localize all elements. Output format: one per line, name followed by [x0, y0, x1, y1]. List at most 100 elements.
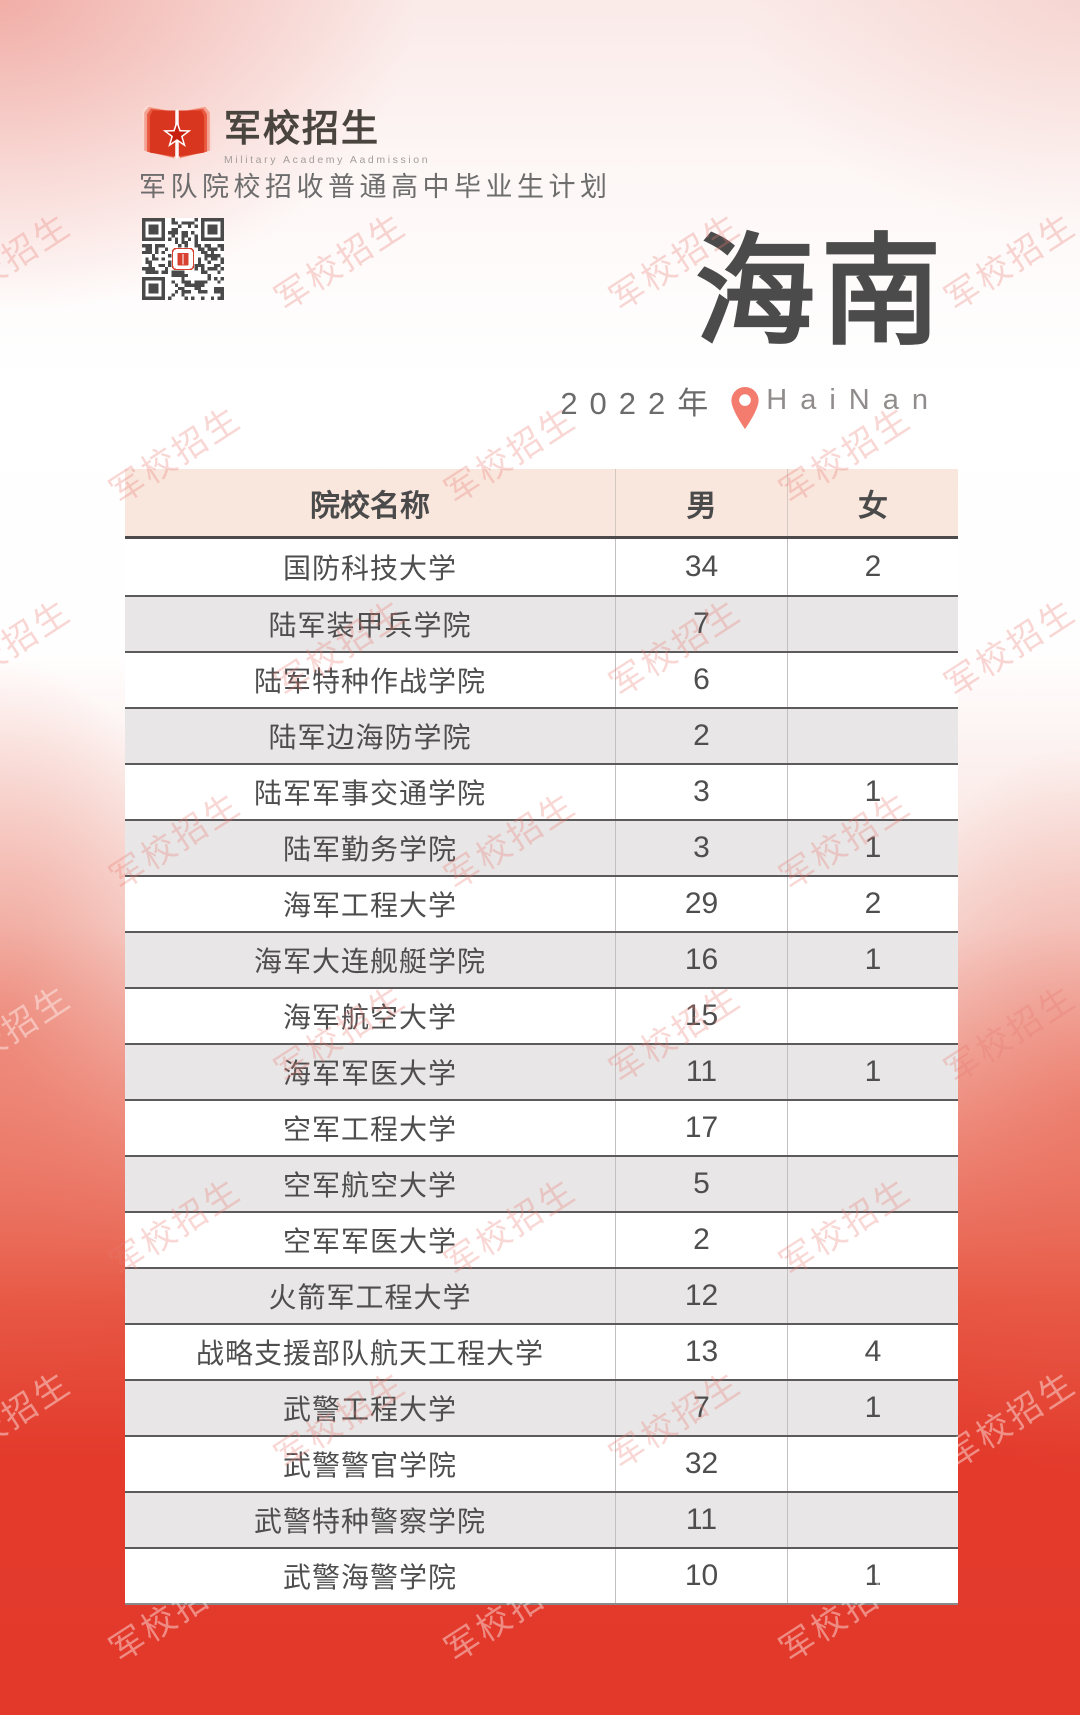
table-row: 陆军特种作战学院 6 — [125, 651, 958, 707]
female-count-cell — [787, 1269, 958, 1323]
male-count-cell: 10 — [615, 1549, 787, 1603]
watermark-text: 军校招生 — [0, 1364, 79, 1477]
table-row: 陆军勤务学院 3 1 — [125, 819, 958, 875]
female-count-cell: 1 — [787, 1381, 958, 1435]
table-row: 战略支援部队航天工程大学 13 4 — [125, 1323, 958, 1379]
school-name-cell: 海军工程大学 — [282, 890, 457, 921]
male-count-cell: 17 — [615, 1101, 787, 1155]
female-count-cell: 1 — [787, 1549, 958, 1603]
female-count-cell — [787, 1213, 958, 1267]
male-count-cell: 2 — [615, 1213, 787, 1267]
male-count-cell: 3 — [615, 821, 787, 875]
table-row: 海军军医大学 11 1 — [125, 1043, 958, 1099]
table-row: 火箭军工程大学 12 — [125, 1267, 958, 1323]
female-count-cell — [787, 653, 958, 707]
column-header-female: 女 — [787, 469, 958, 536]
school-name-cell: 海军军医大学 — [282, 1058, 457, 1089]
school-name-cell: 陆军装甲兵学院 — [268, 610, 472, 641]
female-count-cell — [787, 989, 958, 1043]
female-count-cell — [787, 1493, 958, 1547]
female-count-cell: 2 — [787, 539, 958, 595]
male-count-cell: 16 — [615, 933, 787, 987]
qr-code — [142, 218, 224, 300]
table-row: 陆军军事交通学院 3 1 — [125, 763, 958, 819]
male-count-cell: 3 — [615, 765, 787, 819]
male-count-cell: 12 — [615, 1269, 787, 1323]
female-count-cell: 1 — [787, 1045, 958, 1099]
watermark-text: 军校招生 — [268, 206, 414, 319]
school-name-cell: 武警工程大学 — [282, 1394, 457, 1425]
school-name-cell: 空军工程大学 — [282, 1114, 457, 1145]
male-count-cell: 7 — [615, 1381, 787, 1435]
table-row: 武警警官学院 32 — [125, 1435, 958, 1491]
male-count-cell: 29 — [615, 877, 787, 931]
female-count-cell — [787, 1157, 958, 1211]
school-name-cell: 火箭军工程大学 — [268, 1282, 472, 1313]
female-count-cell — [787, 1101, 958, 1155]
table-row: 武警工程大学 7 1 — [125, 1379, 958, 1435]
tagline: 军队院校招收普通高中毕业生计划 — [139, 172, 612, 202]
school-name-cell: 海军大连舰艇学院 — [253, 946, 486, 977]
table-row: 武警海警学院 10 1 — [125, 1547, 958, 1603]
male-count-cell: 15 — [615, 989, 787, 1043]
male-count-cell: 11 — [615, 1493, 787, 1547]
admission-table: 院校名称 男 女 国防科技大学 34 2 陆军装甲兵学院 7 陆军特种作战学院 6 陆军边海防… — [125, 469, 958, 1605]
table-row: 武警特种警察学院 11 — [125, 1491, 958, 1547]
table-row: 海军工程大学 29 2 — [125, 875, 958, 931]
school-name-cell: 空军航空大学 — [282, 1170, 457, 1201]
column-header-male: 男 — [615, 469, 787, 536]
column-header-school: 院校名称 — [310, 489, 430, 523]
table-header-row: 院校名称 男 女 — [125, 469, 958, 539]
year-label: 2022年 — [560, 386, 721, 421]
female-count-cell — [787, 1437, 958, 1491]
female-count-cell — [787, 597, 958, 651]
table-row: 空军军医大学 2 — [125, 1211, 958, 1267]
male-count-cell: 6 — [615, 653, 787, 707]
table-row: 空军航空大学 5 — [125, 1155, 958, 1211]
school-name-cell: 武警特种警察学院 — [253, 1506, 486, 1537]
male-count-cell: 34 — [615, 539, 787, 595]
table-row: 海军大连舰艇学院 16 1 — [125, 931, 958, 987]
school-name-cell: 海军航空大学 — [282, 1002, 457, 1033]
school-name-cell: 国防科技大学 — [282, 553, 457, 584]
table-row: 空军工程大学 17 — [125, 1099, 958, 1155]
watermark-text: 军校招生 — [0, 206, 79, 319]
school-name-cell: 武警警官学院 — [282, 1450, 457, 1481]
male-count-cell: 32 — [615, 1437, 787, 1491]
table-body: 国防科技大学 34 2 陆军装甲兵学院 7 陆军特种作战学院 6 陆军边海防学院 2 陆军军事交通… — [125, 539, 958, 1603]
watermark-text: 军校招生 — [0, 592, 79, 705]
school-name-cell: 武警海警学院 — [282, 1562, 457, 1593]
table-row: 陆军边海防学院 2 — [125, 707, 958, 763]
logo-title: 军校招生 — [224, 108, 380, 149]
logo: 军校招生 Military Academy Aadmission — [224, 108, 431, 166]
female-count-cell: 2 — [787, 877, 958, 931]
watermark-text: 军校招生 — [0, 978, 79, 1091]
male-count-cell: 5 — [615, 1157, 787, 1211]
logo-subtitle: Military Academy Aadmission — [224, 153, 431, 166]
table-row: 海军航空大学 15 — [125, 987, 958, 1043]
female-count-cell: 4 — [787, 1325, 958, 1379]
male-count-cell: 7 — [615, 597, 787, 651]
male-count-cell: 13 — [615, 1325, 787, 1379]
female-count-cell: 1 — [787, 933, 958, 987]
location-pin-icon — [731, 386, 759, 429]
school-name-cell: 战略支援部队航天工程大学 — [195, 1338, 544, 1369]
logo-book-icon — [142, 104, 212, 160]
school-name-cell: 陆军边海防学院 — [268, 722, 472, 753]
date-line: 2022年 HaiNan — [560, 378, 941, 429]
table-row: 国防科技大学 34 2 — [125, 539, 958, 595]
watermark-text: 军校招生 — [938, 206, 1080, 319]
province-pinyin: HaiNan — [766, 384, 941, 416]
school-name-cell: 陆军特种作战学院 — [253, 666, 486, 697]
female-count-cell: 1 — [787, 821, 958, 875]
table-row: 陆军装甲兵学院 7 — [125, 595, 958, 651]
school-name-cell: 空军军医大学 — [282, 1226, 457, 1257]
school-name-cell: 陆军军事交通学院 — [253, 778, 486, 809]
school-name-cell: 陆军勤务学院 — [282, 834, 457, 865]
female-count-cell: 1 — [787, 765, 958, 819]
male-count-cell: 2 — [615, 709, 787, 763]
province-title: 海南 — [695, 226, 947, 359]
male-count-cell: 11 — [615, 1045, 787, 1099]
female-count-cell — [787, 709, 958, 763]
